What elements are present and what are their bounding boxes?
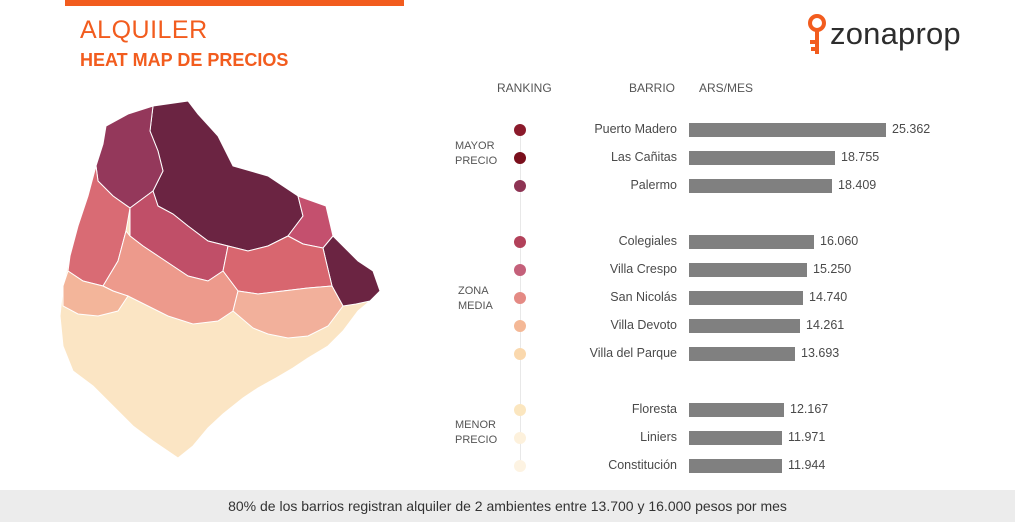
- barrio-label: Floresta: [631, 402, 677, 416]
- ranking-dot: [514, 292, 526, 304]
- ranking-dot: [514, 180, 526, 192]
- map-zone-southwest: [62, 270, 129, 317]
- group-label-media-line2: MEDIA: [458, 300, 493, 312]
- top-accent-bar: [65, 0, 404, 6]
- ranking-column-header: RANKING: [497, 81, 552, 95]
- barrio-label: Villa Crespo: [609, 262, 677, 276]
- price-bar: [689, 347, 795, 361]
- price-value-label: 14.261: [806, 318, 845, 332]
- price-value-label: 11.944: [788, 458, 826, 472]
- ranking-dot: [514, 152, 526, 164]
- price-value-label: 14.740: [809, 290, 848, 304]
- barrio-label: Liniers: [640, 430, 677, 444]
- group-label-menor: MENOR PRECIO: [455, 418, 497, 448]
- price-bar: [689, 235, 814, 249]
- price-value-label: 25.362: [892, 122, 931, 136]
- price-value-label: 16.060: [820, 234, 859, 248]
- price-value-label: 18.409: [838, 178, 877, 192]
- price-bar: [689, 431, 782, 445]
- price-value-label: 12.167: [790, 402, 829, 416]
- ranking-dot: [514, 124, 526, 136]
- heat-map: [59, 100, 381, 459]
- ranking-dot: [514, 432, 526, 444]
- price-bar: [689, 179, 832, 193]
- page-title: ALQUILER: [80, 16, 208, 44]
- price-value-label: 15.250: [813, 262, 852, 276]
- key-icon: [808, 14, 826, 54]
- price-value-label: 18.755: [841, 150, 880, 164]
- footer-text: 80% de los barrios registran alquiler de…: [228, 498, 787, 514]
- barrio-label: Las Cañitas: [610, 150, 677, 164]
- ranking-dot: [514, 320, 526, 332]
- ranking-dot: [514, 460, 526, 472]
- group-label-mayor-line2: PRECIO: [455, 155, 498, 167]
- map-zone-boedo: [232, 285, 344, 339]
- price-bar: [689, 459, 782, 473]
- price-value-label: 13.693: [801, 346, 840, 360]
- group-label-menor-line2: PRECIO: [455, 434, 498, 446]
- price-bar: [689, 123, 886, 137]
- price-bar: [689, 319, 800, 333]
- barrio-label: Constitución: [608, 458, 677, 472]
- ranking-dot: [514, 264, 526, 276]
- footer-banner: 80% de los barrios registran alquiler de…: [0, 490, 1015, 522]
- barrio-label: Villa Devoto: [610, 318, 677, 332]
- price-bar: [689, 263, 807, 277]
- barrio-label: Puerto Madero: [594, 122, 677, 136]
- barrio-label: San Nicolás: [610, 290, 677, 304]
- brand-wordmark: zonaprop: [830, 16, 961, 51]
- ranking-dot: [514, 404, 526, 416]
- group-label-mayor: MAYOR PRECIO: [455, 139, 497, 169]
- ars-column-header: ARS/MES: [699, 81, 754, 95]
- brand-logo: zonaprop: [806, 14, 1006, 58]
- group-label-media: ZONA MEDIA: [458, 284, 493, 314]
- barrio-label: Villa del Parque: [589, 346, 677, 360]
- page-subtitle: HEAT MAP DE PRECIOS: [80, 50, 289, 70]
- barrio-label: Colegiales: [618, 234, 677, 248]
- group-label-menor-line1: MENOR: [455, 419, 496, 431]
- group-label-mayor-line1: MAYOR: [455, 140, 495, 152]
- group-label-media-line1: ZONA: [458, 285, 489, 297]
- ranking-dot: [514, 348, 526, 360]
- barrio-label: Palermo: [630, 178, 677, 192]
- price-value-label: 11.971: [788, 430, 826, 444]
- price-bar: [689, 151, 835, 165]
- barrio-column-header: BARRIO: [629, 81, 676, 95]
- price-bar: [689, 403, 784, 417]
- ranking-dot: [514, 236, 526, 248]
- price-bar: [689, 291, 803, 305]
